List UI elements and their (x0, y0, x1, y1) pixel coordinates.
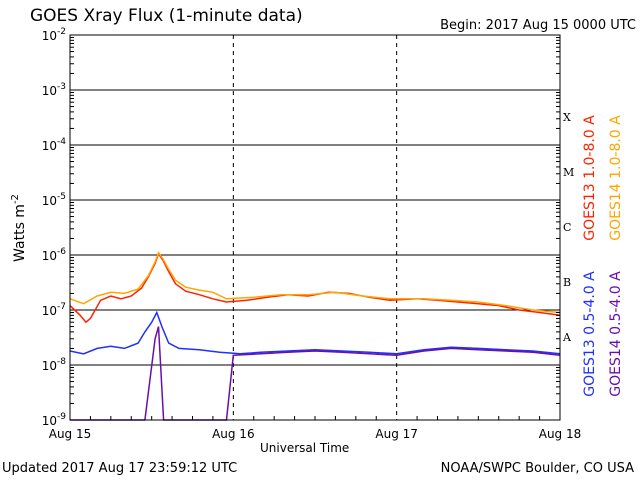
plot-frame (69, 34, 561, 421)
y-tick-label: 10-3 (42, 82, 66, 98)
flare-class-label: C (563, 221, 571, 234)
x-tick-label: Aug 18 (539, 427, 582, 441)
flare-class-label: X (563, 111, 571, 124)
credit-text: NOAA/SWPC Boulder, CO USA (440, 461, 634, 476)
y-tick-label: 10-7 (42, 302, 66, 318)
legend-entry: GOES13 1.0-8.0 A (582, 115, 598, 241)
y-tick-label: 10-2 (42, 27, 66, 43)
x-tick-label: Aug 15 (49, 427, 92, 441)
y-tick-label: 10-6 (42, 247, 67, 263)
legend-entry: GOES14 0.5-4.0 A (608, 271, 624, 397)
y-tick-label: 10-5 (42, 192, 66, 208)
grid-lines (70, 35, 560, 420)
y-tick-label: 10-8 (42, 357, 67, 373)
series-line-2 (69, 251, 561, 314)
y-tick-label: 10-9 (42, 412, 67, 428)
legend: GOES13 1.0-8.0 A GOES14 1.0-8.0 A GOES13 0… (582, 115, 624, 397)
x-axis-title: Universal Time (260, 441, 350, 455)
y-axis-label: Watts m-2 (10, 194, 28, 262)
series-line-4 (70, 326, 561, 421)
legend-entry: GOES14 1.0-8.0 A (608, 115, 624, 241)
flare-class-label: M (563, 166, 574, 179)
flare-class-label: A (562, 331, 572, 344)
y-axis-ticks: 10-9 10-8 10-7 10-6 10-5 10-4 10-3 10-2 (42, 27, 560, 428)
begin-timestamp: Begin: 2017 Aug 15 0000 UTC (440, 18, 636, 33)
x-axis-ticks: Aug 15 Aug 16 Aug 17 Aug 18 (49, 416, 582, 441)
chart-title: GOES Xray Flux (1-minute data) (30, 6, 303, 26)
series-lines (69, 251, 561, 421)
y-tick-label: 10-4 (42, 137, 67, 153)
x-tick-label: Aug 17 (375, 427, 418, 441)
series-line-1 (69, 252, 561, 324)
updated-timestamp: Updated 2017 Aug 17 23:59:12 UTC (2, 461, 238, 476)
flare-class-label: B (563, 276, 571, 289)
flare-class-labels: A B C M X (562, 111, 574, 344)
legend-entry: GOES13 0.5-4.0 A (582, 271, 598, 397)
x-tick-label: Aug 16 (212, 427, 255, 441)
series-line-3 (69, 310, 561, 355)
